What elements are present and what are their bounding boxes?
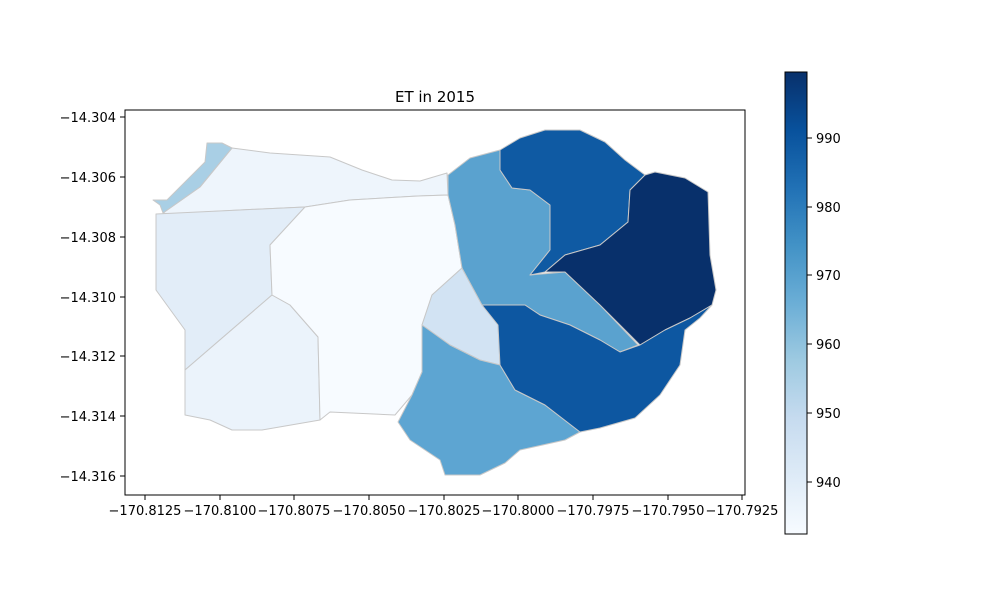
y-tick-label: −14.316 [60, 470, 116, 485]
region-south-east [481, 304, 713, 433]
x-tick-label: −170.8025 [408, 504, 481, 519]
x-tick-label: −170.8100 [184, 504, 257, 519]
map-title: ET in 2015 [395, 88, 475, 106]
x-tick-label: −170.8050 [333, 504, 406, 519]
x-tick-label: −170.7925 [706, 504, 779, 519]
region-nw-strip [152, 142, 233, 214]
x-tick-label: −170.8075 [258, 504, 331, 519]
y-axis: −14.304 −14.306 −14.308 −14.310 −14.312 … [60, 111, 125, 485]
x-tick-label: −170.7950 [632, 504, 705, 519]
colorbar: 940 950 960 970 980 990 [784, 71, 841, 535]
y-tick-label: −14.306 [60, 171, 116, 186]
colorbar-tick-label: 940 [816, 476, 841, 491]
y-tick-label: −14.310 [60, 291, 116, 306]
colorbar-tick-label: 960 [816, 338, 841, 353]
x-tick-label: −170.8125 [109, 504, 182, 519]
x-axis: −170.8125 −170.8100 −170.8075 −170.8050 … [109, 495, 779, 519]
regions [152, 129, 717, 476]
x-tick-label: −170.7975 [557, 504, 630, 519]
colorbar-tick-label: 970 [816, 269, 841, 284]
y-tick-label: −14.308 [60, 231, 116, 246]
colorbar-tick-label: 990 [816, 132, 841, 147]
y-tick-label: −14.314 [60, 410, 116, 425]
region-south [397, 324, 581, 476]
y-tick-label: −14.304 [60, 111, 116, 126]
colorbar-tick-label: 950 [816, 407, 841, 422]
colorbar-tick-label: 980 [816, 201, 841, 216]
x-tick-label: −170.8000 [482, 504, 555, 519]
colorbar-gradient [784, 71, 808, 535]
y-tick-label: −14.312 [60, 350, 116, 365]
